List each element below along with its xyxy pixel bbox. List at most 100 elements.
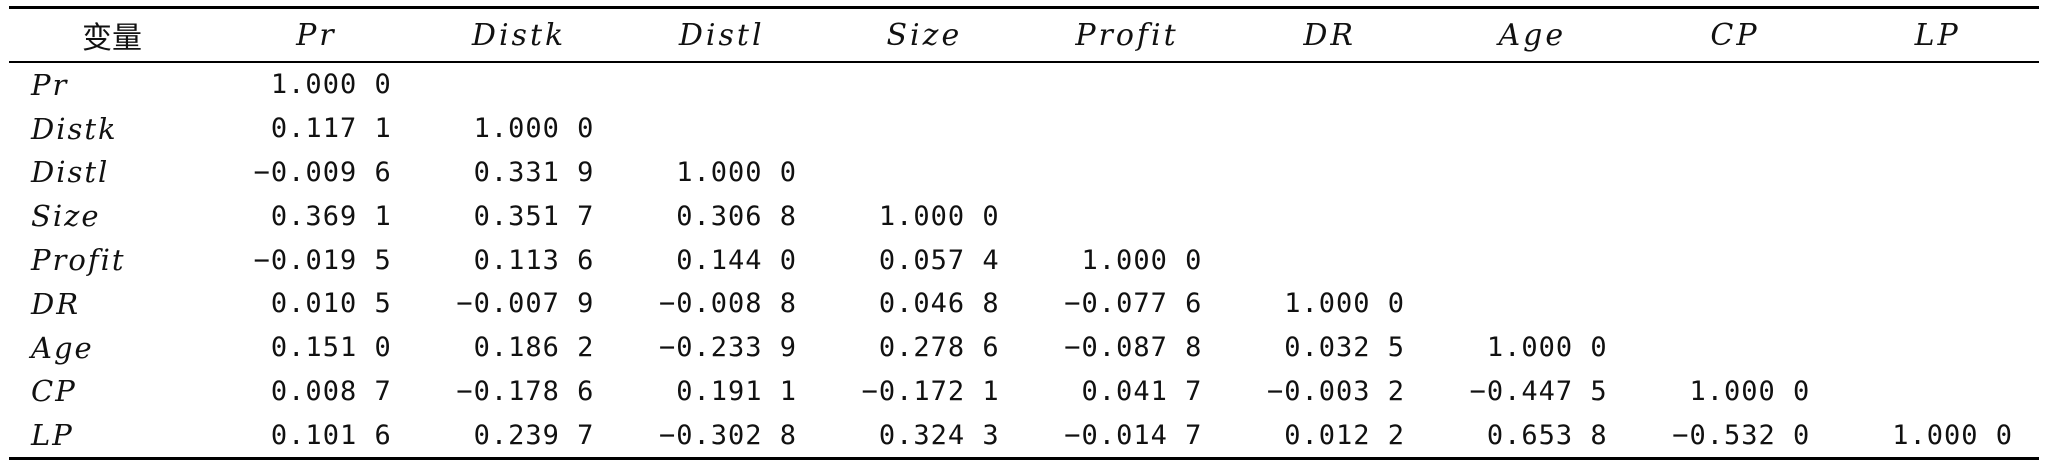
table-row: LP 0.101 6 0.239 7 −0.302 8 0.324 3 −0.014 7 0…	[9, 413, 2039, 459]
table-cell	[1431, 194, 1634, 238]
table-cell: 0.653 8	[1486, 419, 1608, 451]
table-cell	[1634, 194, 1837, 238]
table-cell	[1431, 151, 1634, 195]
table-body: Pr 1.000 0 Distk 0.117 1 1.000 0 Distl −0.009 …	[9, 62, 2039, 459]
table-cell: −0.019 5	[253, 244, 392, 276]
row-label: DR	[31, 286, 81, 321]
table-cell: 0.369 1	[270, 200, 392, 232]
table-cell: 0.046 8	[878, 288, 1000, 320]
table-cell: −0.003 2	[1266, 375, 1405, 407]
table-row: Age 0.151 0 0.186 2 −0.233 9 0.278 6 −0.087 8…	[9, 326, 2039, 370]
table-cell	[1836, 370, 2039, 414]
table-cell	[1836, 151, 2039, 195]
header-cell-distl: Distl	[678, 17, 765, 53]
table-cell: 0.151 0	[270, 332, 392, 364]
table-cell	[823, 62, 1026, 107]
table-cell: −0.532 0	[1672, 419, 1811, 451]
table-row: Distl −0.009 6 0.331 9 1.000 0	[9, 151, 2039, 195]
header-cell-distk: Distk	[471, 17, 567, 53]
table-cell: 0.012 2	[1284, 419, 1405, 451]
table-cell	[1026, 107, 1229, 151]
table-cell: 0.331 9	[473, 156, 595, 188]
header-cell-cp: CP	[1710, 17, 1760, 53]
table-cell: −0.302 8	[658, 419, 798, 451]
table-cell: −0.008 8	[658, 288, 798, 320]
table-row: CP 0.008 7 −0.178 6 0.191 1 −0.172 1 0.041 7 −…	[9, 370, 2039, 414]
table-cell: 1.000 0	[676, 156, 798, 188]
table-cell	[620, 107, 823, 151]
table-cell	[1431, 282, 1634, 326]
table-cell: −0.178 6	[456, 375, 595, 407]
table-cell: 1.000 0	[1081, 244, 1203, 276]
row-label: Age	[31, 330, 94, 365]
table-cell: −0.172 1	[861, 375, 1000, 407]
header-cell-variable: 变量	[82, 21, 143, 56]
table-cell	[1228, 151, 1431, 195]
table-row: Distk 0.117 1 1.000 0	[9, 107, 2039, 151]
table-cell	[823, 151, 1026, 195]
table-cell	[1836, 62, 2039, 107]
table-cell: 0.351 7	[473, 200, 595, 232]
table-cell	[1228, 62, 1431, 107]
table-cell: 1.000 0	[1284, 288, 1405, 320]
header-cell-size: Size	[886, 17, 963, 53]
table-cell	[1228, 107, 1431, 151]
table-cell: 0.101 6	[270, 419, 392, 451]
table-cell: −0.233 9	[658, 332, 798, 364]
header-cell-lp: LP	[1914, 17, 1961, 53]
table-cell	[1634, 326, 1837, 370]
table-cell	[1431, 62, 1634, 107]
table-cell	[1634, 282, 1837, 326]
table-cell	[1431, 107, 1634, 151]
table-cell: 0.117 1	[270, 113, 392, 145]
table-cell: 0.191 1	[676, 375, 798, 407]
table-cell: −0.077 6	[1064, 288, 1203, 320]
table-cell: 0.324 3	[878, 419, 1000, 451]
table-cell	[1634, 151, 1837, 195]
table-cell: 1.000 0	[473, 113, 595, 145]
table-cell	[1026, 194, 1229, 238]
table-header: 变量 Pr Distk Distl Size Profit DR Age CP …	[9, 7, 2039, 62]
header-row: 变量 Pr Distk Distl Size Profit DR Age CP …	[9, 7, 2039, 62]
table-cell	[1836, 107, 2039, 151]
table-cell: 0.057 4	[878, 244, 1000, 276]
correlation-table-container: 变量 Pr Distk Distl Size Profit DR Age CP …	[9, 6, 2039, 460]
table-cell	[823, 107, 1026, 151]
table-cell: 0.032 5	[1284, 332, 1405, 364]
table-cell	[1634, 107, 1837, 151]
table-cell: 0.278 6	[878, 332, 1000, 364]
row-label: Profit	[31, 243, 126, 278]
table-cell: 0.186 2	[473, 332, 595, 364]
table-cell: −0.014 7	[1064, 419, 1203, 451]
table-cell: −0.447 5	[1469, 375, 1608, 407]
table-cell	[1431, 238, 1634, 282]
table-row: Pr 1.000 0	[9, 62, 2039, 107]
row-label: Pr	[31, 67, 69, 102]
table-cell: 1.000 0	[1486, 332, 1608, 364]
header-cell-profit: Profit	[1075, 17, 1179, 53]
table-cell	[620, 62, 823, 107]
table-row: Profit −0.019 5 0.113 6 0.144 0 0.057 4 1.000…	[9, 238, 2039, 282]
row-label: LP	[31, 418, 74, 453]
table-row: Size 0.369 1 0.351 7 0.306 8 1.000 0	[9, 194, 2039, 238]
table-cell	[1228, 194, 1431, 238]
table-cell: 0.239 7	[473, 419, 595, 451]
table-cell: 0.113 6	[473, 244, 595, 276]
table-cell: 0.144 0	[676, 244, 798, 276]
table-cell	[1836, 194, 2039, 238]
table-cell: 0.010 5	[270, 288, 392, 320]
table-cell: −0.009 6	[253, 156, 392, 188]
table-cell	[1634, 238, 1837, 282]
row-label: Distk	[31, 111, 118, 146]
table-row: DR 0.010 5 −0.007 9 −0.008 8 0.046 8 −0.077 6…	[9, 282, 2039, 326]
header-cell-dr: DR	[1303, 17, 1356, 53]
table-cell: 0.306 8	[676, 200, 798, 232]
table-cell	[1634, 62, 1837, 107]
table-cell: 1.000 0	[270, 69, 392, 101]
table-cell: 0.008 7	[270, 375, 392, 407]
table-cell: −0.007 9	[456, 288, 595, 320]
table-cell	[1026, 62, 1229, 107]
table-cell: 0.041 7	[1081, 375, 1203, 407]
table-cell	[1836, 326, 2039, 370]
table-cell: −0.087 8	[1064, 332, 1203, 364]
